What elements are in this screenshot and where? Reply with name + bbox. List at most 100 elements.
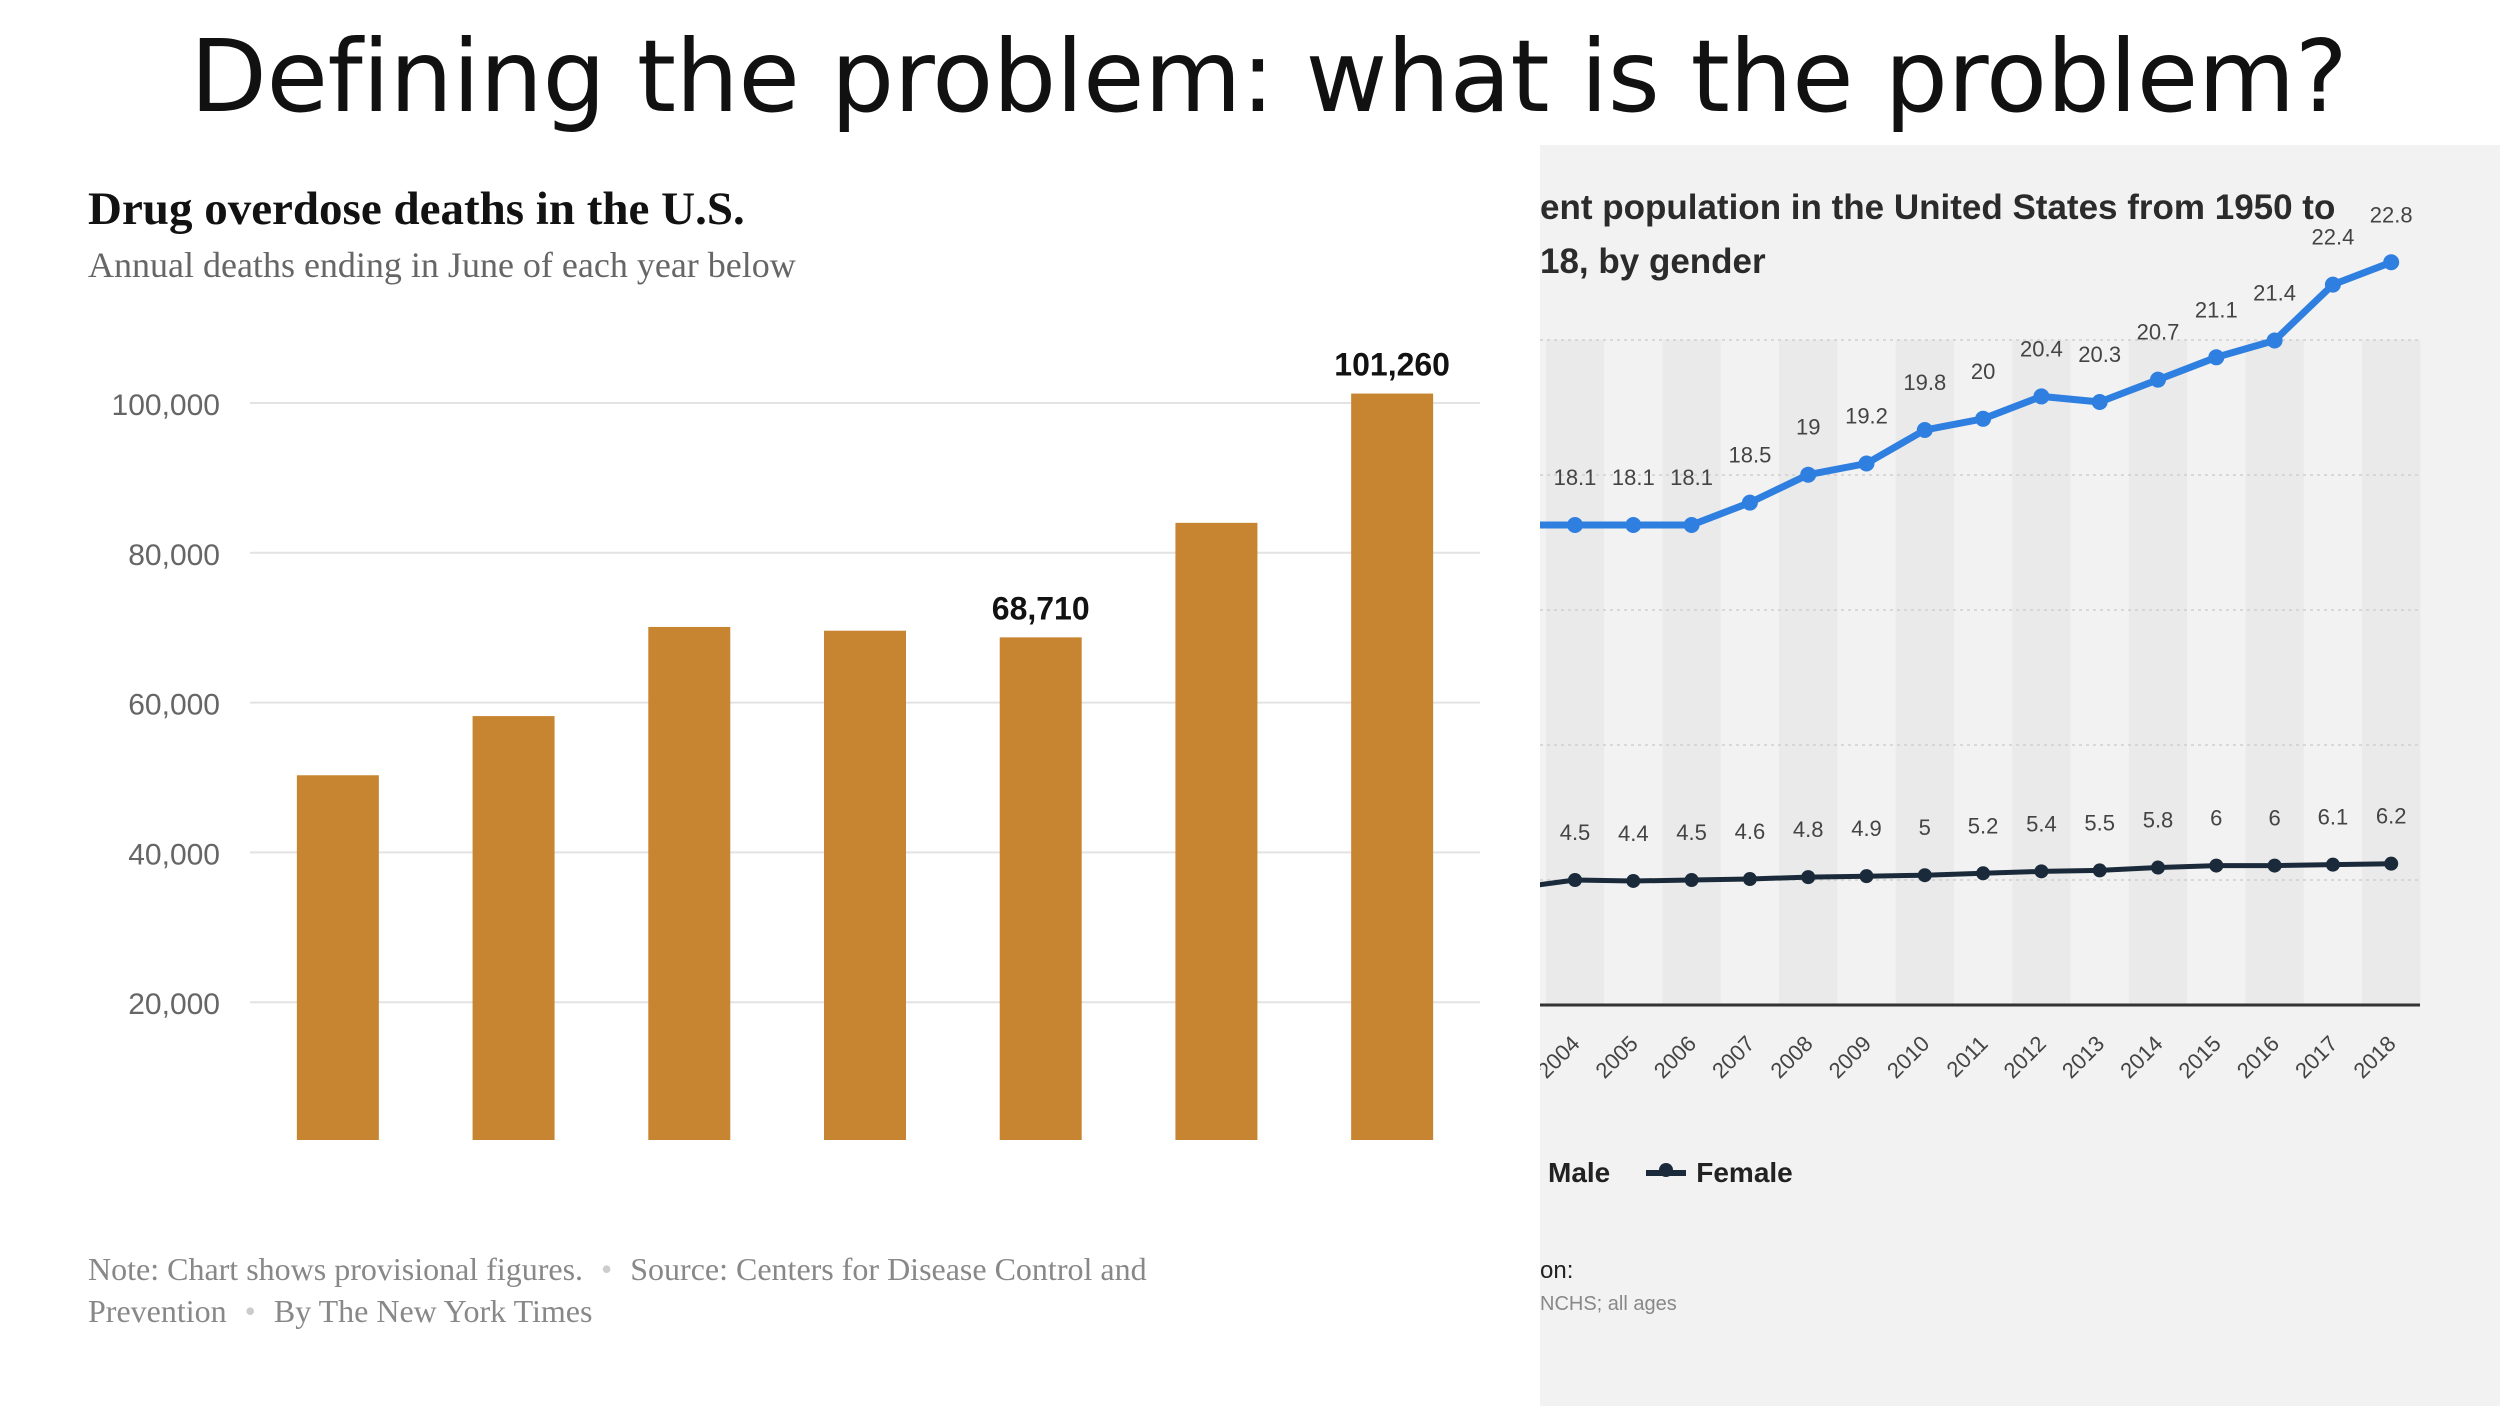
y-tick-label: 40,000	[128, 838, 220, 871]
female-data-label: 4.6	[1735, 819, 1766, 844]
female-data-label: 6	[2210, 806, 2222, 831]
note-provisional: Note: Chart shows provisional figures.	[88, 1251, 584, 1287]
y-tick-label: 100,000	[112, 389, 220, 422]
x-tick-label: 2008	[1765, 1031, 1817, 1083]
male-point	[1916, 421, 1933, 438]
female-point	[1976, 866, 1991, 881]
note-byline: By The New York Times	[273, 1293, 593, 1329]
source-text: NCHS; all ages	[1540, 1293, 1677, 1315]
male-point	[1741, 494, 1758, 511]
legend-female-label: Female	[1696, 1157, 1793, 1188]
female-point	[2034, 864, 2049, 879]
gender-line-chart: 18.1 18.1 18.1 18.5 19 19.2 19.8 20 20.4 20.3 20.7…	[1540, 202, 2421, 1083]
female-data-label: 4.8	[1793, 817, 1824, 842]
female-data-label: 4.5	[1676, 820, 1707, 845]
column-band	[1545, 340, 1605, 1005]
overdose-chart-subtitle: Annual deaths ending in June of each yea…	[88, 245, 796, 285]
male-point	[1683, 517, 1700, 533]
column-band	[2012, 340, 2071, 1005]
column-band	[1895, 340, 1954, 1005]
female-data-label: 5.5	[2084, 810, 2115, 835]
x-tick-label: 2007	[1707, 1031, 1759, 1083]
bar-data-label: 68,710	[992, 590, 1090, 626]
female-point	[1568, 873, 1582, 887]
x-tick-label: 2018	[2348, 1031, 2400, 1083]
bar-data-label: 101,260	[1334, 347, 1450, 383]
male-data-label: 18.1	[1554, 465, 1597, 490]
female-point	[1742, 872, 1757, 887]
male-point	[2208, 349, 2225, 366]
male-point	[2091, 394, 2108, 411]
x-tick-label: 2005	[1591, 1031, 1643, 1083]
female-data-label: 4.4	[1618, 821, 1649, 846]
female-point	[2267, 858, 2282, 873]
gender-chart-panel: ent population in the United States from…	[1540, 145, 2500, 1406]
male-data-label: 20.4	[2020, 336, 2063, 361]
male-point	[1975, 410, 1992, 427]
female-point	[2325, 857, 2340, 872]
male-point	[1625, 517, 1642, 533]
bar-2016	[472, 716, 555, 1140]
bar-2021	[1351, 393, 1434, 1140]
male-data-label: 21.1	[2195, 297, 2238, 322]
gender-chart-title: ent population in the United States from…	[1540, 181, 2440, 289]
x-tick-label: 2004	[1540, 1031, 1585, 1083]
x-tick-label: 2014	[2115, 1031, 2167, 1083]
female-point	[1626, 873, 1641, 888]
female-data-label: 4.5	[1560, 820, 1591, 845]
male-point	[2033, 388, 2050, 405]
female-data-label: 4.9	[1851, 816, 1882, 841]
male-point	[2324, 276, 2341, 293]
male-data-label: 22.8	[2370, 202, 2413, 227]
x-tick-label: 2009	[1824, 1031, 1876, 1083]
male-series-line	[1540, 259, 2393, 529]
female-point	[2092, 863, 2107, 878]
female-data-label: 5.8	[2143, 808, 2174, 833]
overdose-bar-chart: 20,00040,00060,00080,000100,000201520162…	[112, 347, 1480, 1140]
male-data-label: 19.8	[1903, 370, 1946, 395]
x-tick-label: 2012	[1999, 1031, 2051, 1083]
male-data-label: 18.1	[1670, 465, 1713, 490]
male-data-label: 19.2	[1845, 404, 1888, 429]
x-tick-label: 2017	[2290, 1031, 2342, 1083]
x-tick-label: 2010	[1882, 1031, 1934, 1083]
bar-2015	[296, 775, 379, 1140]
slide-title: Defining the problem: what is the proble…	[190, 18, 2348, 135]
male-data-label: 18.1	[1612, 465, 1655, 490]
column-band	[2128, 340, 2188, 1005]
overdose-chart-title: Drug overdose deaths in the U.S.	[88, 183, 745, 235]
female-data-label: 5	[1919, 815, 1931, 840]
y-tick-label: 60,000	[128, 689, 220, 722]
female-point	[1801, 870, 1816, 885]
female-data-label: 5.2	[1968, 813, 1999, 838]
male-data-label: 20.7	[2137, 320, 2180, 345]
source-label: on:	[1540, 1257, 1574, 1284]
male-data-label: 18.5	[1728, 443, 1771, 468]
bar-2020	[1175, 522, 1258, 1140]
female-data-label: 5.4	[2026, 811, 2057, 836]
overdose-chart-panel: Drug overdose deaths in the U.S. Annual …	[0, 140, 1540, 1406]
male-data-label: 21.4	[2253, 281, 2296, 306]
gender-chart-legend: Male Female	[1548, 1157, 1793, 1189]
male-point	[1800, 466, 1817, 483]
gender-chart-title-line2: 18, by gender	[1540, 242, 1766, 281]
male-data-label: 19	[1796, 415, 1820, 440]
y-tick-label: 20,000	[128, 988, 220, 1021]
x-tick-label: 2006	[1649, 1031, 1701, 1083]
female-point	[2151, 860, 2165, 875]
female-point	[1917, 868, 1932, 883]
male-point	[2150, 371, 2166, 388]
female-data-label: 6	[2268, 806, 2280, 831]
female-point	[1859, 869, 1874, 884]
bar-2017	[648, 626, 731, 1140]
male-data-label: 22.4	[2311, 225, 2354, 250]
female-point	[2384, 856, 2399, 871]
male-data-label: 20.3	[2078, 342, 2121, 367]
male-point	[1858, 455, 1875, 472]
female-point	[1684, 873, 1699, 887]
overdose-chart-note: Note: Chart shows provisional figures. • S…	[88, 1251, 1147, 1329]
x-tick-label: 2015	[2174, 1031, 2226, 1083]
male-point	[2383, 254, 2400, 271]
column-band	[2362, 340, 2421, 1005]
male-data-label: 20	[1971, 359, 1995, 384]
